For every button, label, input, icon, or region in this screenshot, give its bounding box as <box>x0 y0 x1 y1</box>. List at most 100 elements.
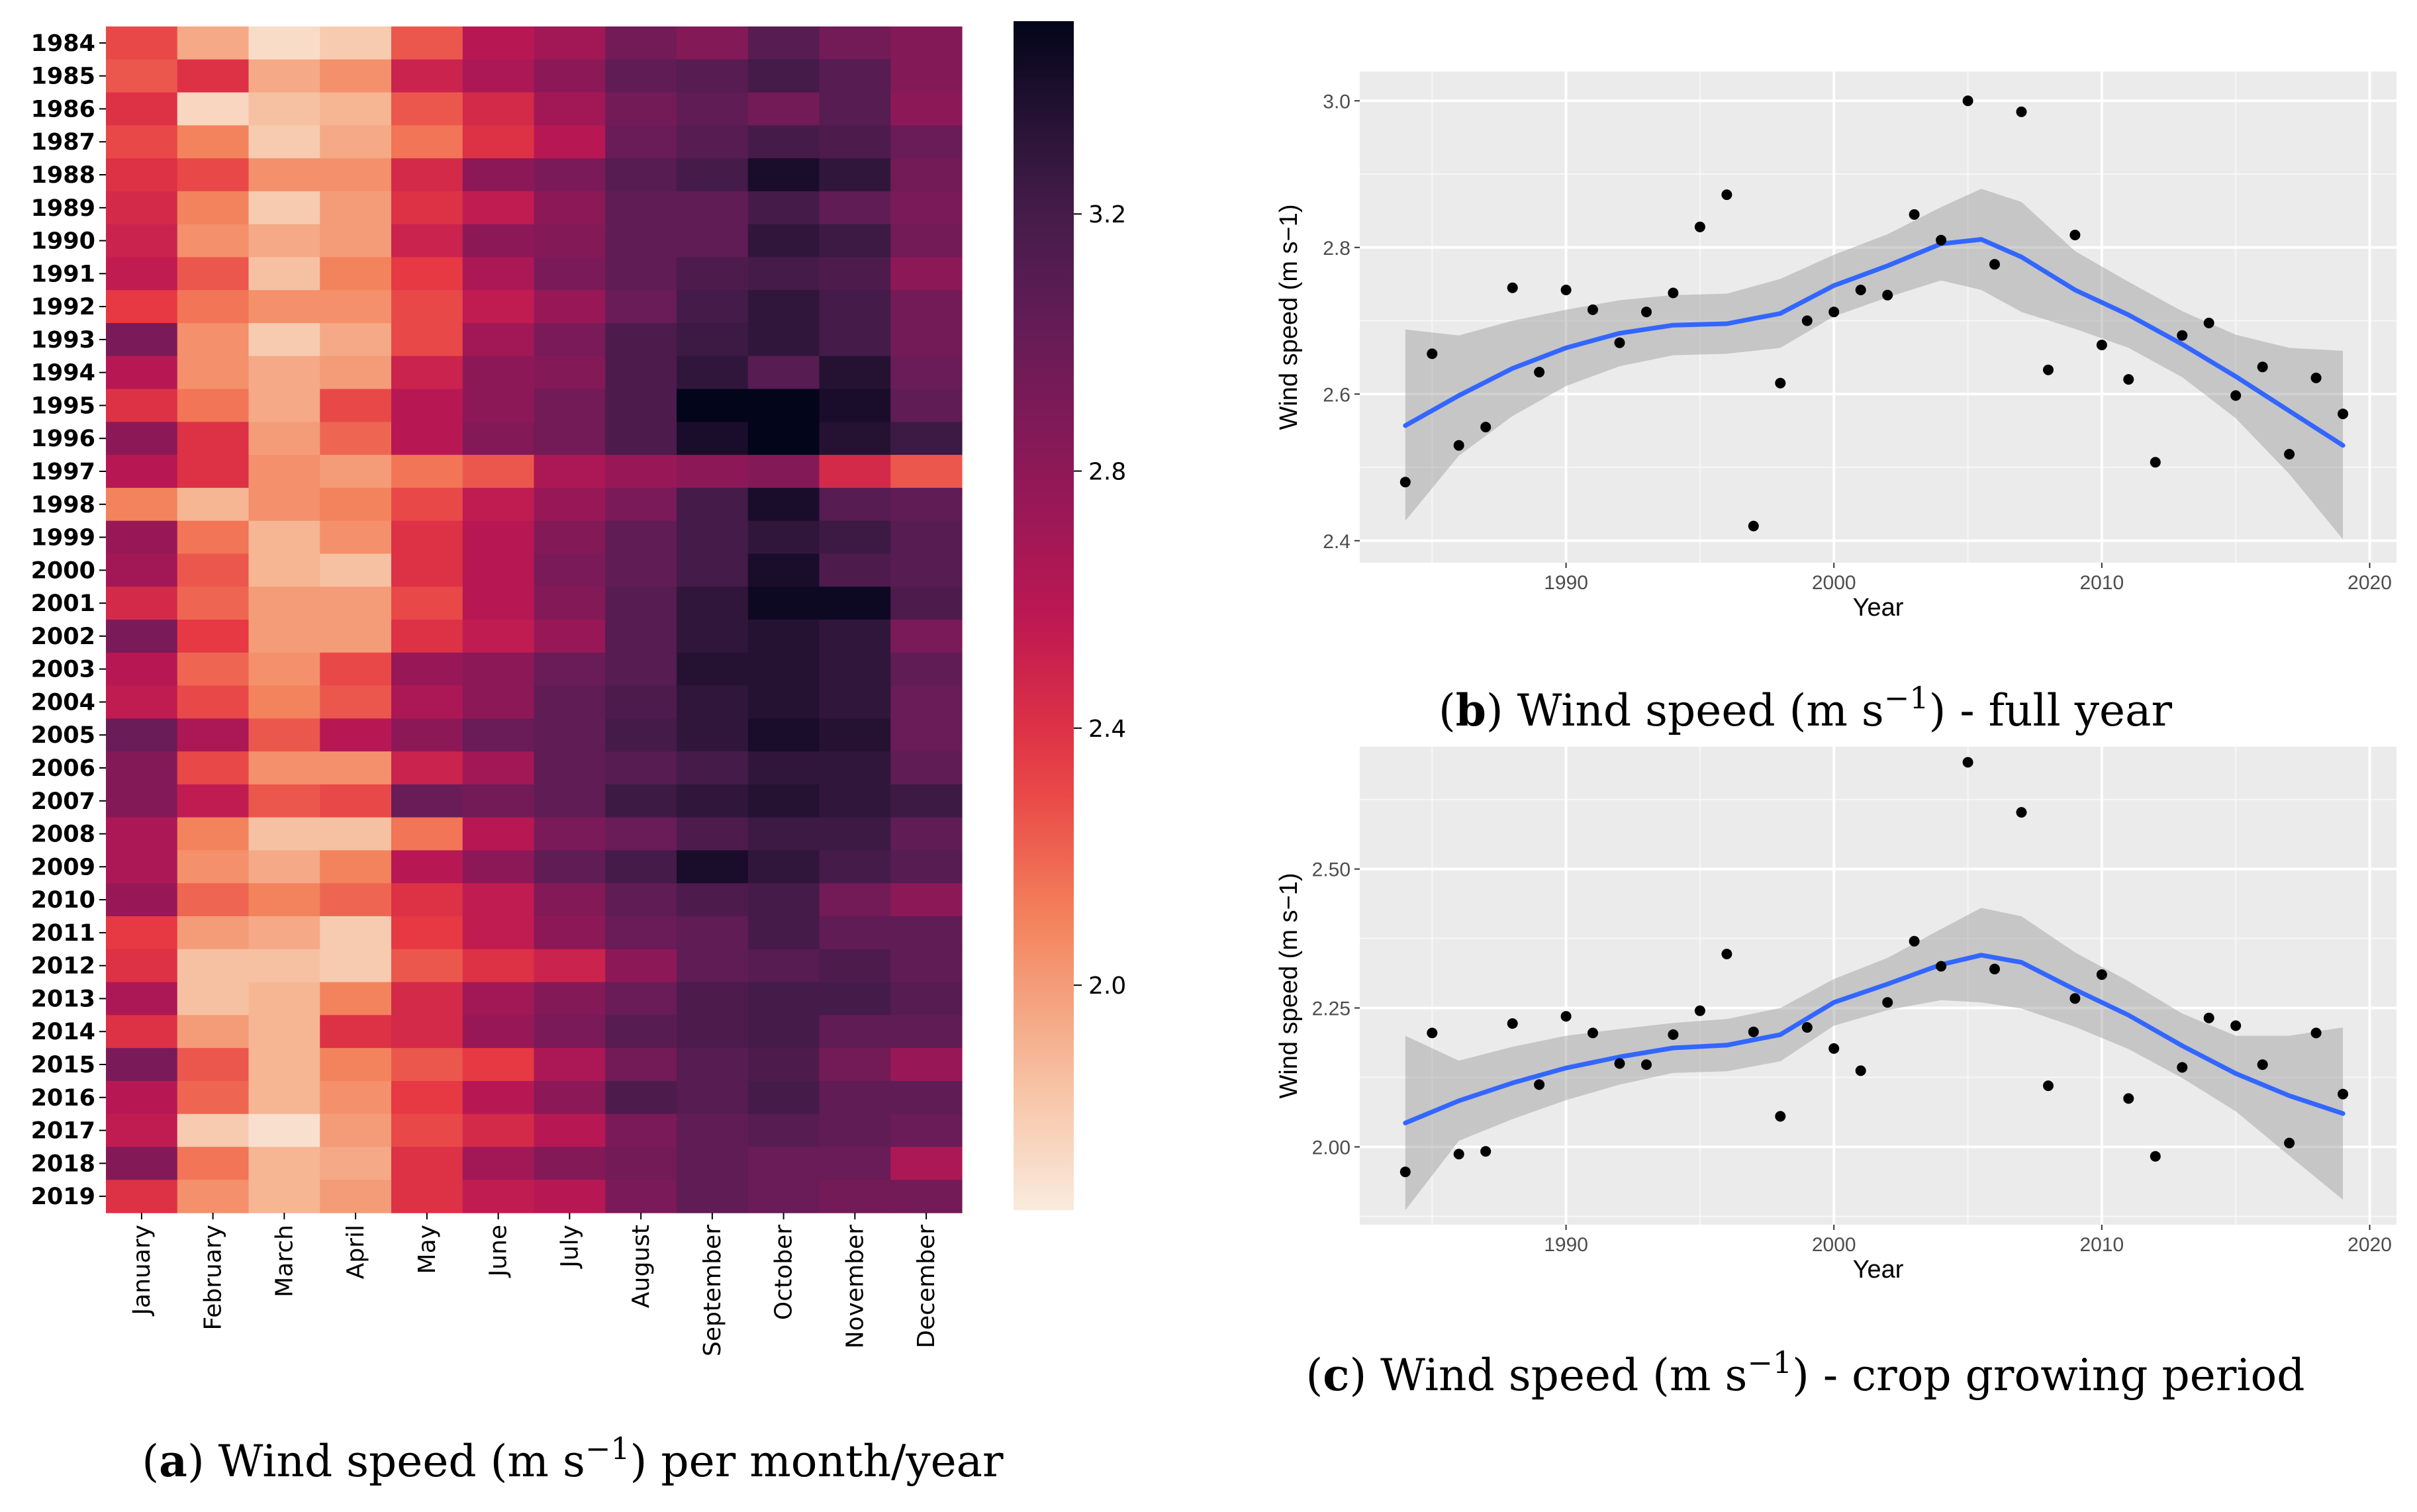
heatmap-cell <box>462 784 535 818</box>
heatmap-cell <box>605 487 677 522</box>
heatmap-cell <box>462 718 535 752</box>
heatmap-month-labels: January February March April May June July Augu… <box>128 1213 940 1356</box>
heatmap-cell <box>890 883 963 917</box>
year-label: 1985 <box>31 64 95 90</box>
data-point <box>2177 330 2188 341</box>
heatmap-cell <box>890 982 963 1016</box>
heatmap-cell <box>391 290 463 324</box>
data-point <box>1801 1022 1813 1033</box>
heatmap-cell <box>106 158 178 192</box>
heatmap-cell <box>677 685 749 719</box>
year-label: 1988 <box>31 162 95 189</box>
heatmap-cell <box>677 850 749 884</box>
heatmap-cell <box>890 191 963 225</box>
data-point <box>2016 807 2027 818</box>
heatmap-cell <box>177 290 250 324</box>
heatmap-cell <box>248 850 320 884</box>
heatmap-cell <box>677 1015 749 1049</box>
heatmap-cell <box>605 1015 677 1049</box>
caption-b: (b) Wind speed (m s−1) - full year <box>1439 680 2172 736</box>
heatmap-cell <box>177 224 250 258</box>
heatmap-cell <box>534 850 606 884</box>
heatmap-cell <box>320 751 392 785</box>
heatmap-cell <box>605 850 677 884</box>
heatmap-cell <box>890 158 963 192</box>
heatmap-cell <box>248 1147 320 1180</box>
heatmap-cell <box>391 949 463 983</box>
heatmap-cell <box>320 718 392 752</box>
heatmap-cell <box>462 1113 535 1148</box>
heatmap-cell <box>177 59 250 93</box>
heatmap-cell <box>747 1113 820 1148</box>
heatmap-cell <box>890 817 963 851</box>
heatmap-cell <box>391 1015 463 1049</box>
heatmap-cell <box>462 422 535 455</box>
heatmap-cell <box>106 389 178 422</box>
heatmap-cell <box>747 883 820 917</box>
heatmap-cell <box>534 125 606 159</box>
heatmap-cell <box>819 125 891 159</box>
heatmap-cell <box>177 1180 250 1213</box>
caption-paren: ( <box>1306 1350 1323 1401</box>
heatmap-cell <box>106 751 178 785</box>
heatmap-cell <box>391 850 463 884</box>
heatmap-cell <box>605 158 677 192</box>
y-tick-label: 2.00 <box>1312 1137 1351 1158</box>
heatmap-cell <box>320 422 392 455</box>
heatmap-cell <box>890 620 963 653</box>
heatmap-cell <box>320 257 392 291</box>
heatmap-cell <box>320 59 392 93</box>
data-point <box>1507 282 1518 293</box>
heatmap-cell <box>677 620 749 653</box>
heatmap-cell <box>747 355 820 390</box>
heatmap-cell <box>391 158 463 192</box>
heatmap-cell <box>106 59 178 93</box>
heatmap-cell <box>605 26 677 60</box>
heatmap-cell <box>462 652 535 686</box>
caption-paren: ( <box>1439 685 1456 736</box>
heatmap-cell <box>677 652 749 686</box>
month-label: May <box>414 1225 441 1274</box>
heatmap-cell <box>747 224 820 258</box>
heatmap-cell <box>534 191 606 225</box>
heatmap-cell <box>106 718 178 752</box>
heatmap-cell <box>177 520 250 555</box>
heatmap-cell <box>747 1147 820 1180</box>
heatmap-cell <box>747 620 820 653</box>
heatmap-cell <box>534 751 606 785</box>
heatmap-cell <box>391 26 463 60</box>
heatmap-cell <box>177 1113 250 1148</box>
heatmap-cell <box>462 257 535 291</box>
heatmap-cell <box>677 1048 749 1082</box>
heatmap-cell <box>890 916 963 950</box>
data-point <box>1882 997 1893 1008</box>
heatmap-cell <box>819 1147 891 1180</box>
heatmap-cell <box>605 355 677 390</box>
heatmap-cell <box>320 455 392 489</box>
heatmap-cell <box>248 422 320 455</box>
heatmap-cell <box>391 389 463 422</box>
heatmap-cell <box>819 982 891 1016</box>
heatmap-year-labels: 1984 1985 1986 1987 1988 1989 1990 1991 1992 1993… <box>31 30 106 1210</box>
heatmap-cell <box>177 422 250 455</box>
heatmap-cell <box>391 355 463 390</box>
heatmap-cell <box>534 26 606 60</box>
heatmap-cell <box>106 26 178 60</box>
heatmap-cell <box>534 949 606 983</box>
heatmap-cell <box>534 59 606 93</box>
heatmap-cell <box>177 553 250 587</box>
data-point <box>2257 361 2268 373</box>
heatmap-cell <box>320 158 392 192</box>
caption-tail: ) - full year <box>1929 685 2173 736</box>
heatmap-cell <box>462 323 535 357</box>
heatmap-cell <box>248 685 320 719</box>
heatmap-cell <box>605 191 677 225</box>
heatmap-cell <box>747 92 820 126</box>
data-point <box>2338 408 2349 420</box>
heatmap-cell <box>747 817 820 851</box>
heatmap-cell <box>534 257 606 291</box>
smooth-trend-line <box>1403 953 2346 1125</box>
heatmap-cell <box>106 125 178 159</box>
heatmap-cell <box>106 850 178 884</box>
heatmap-cell <box>462 817 535 851</box>
